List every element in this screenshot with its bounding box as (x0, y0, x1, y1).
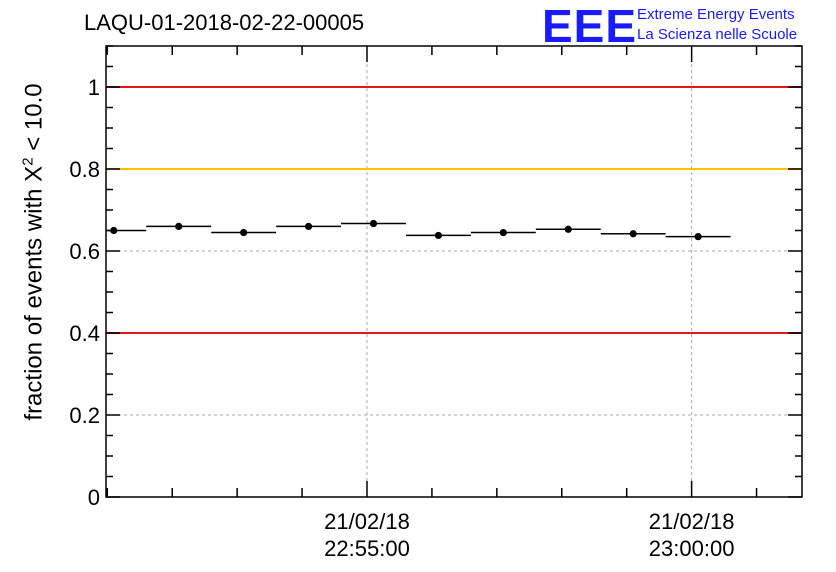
data-point (175, 222, 183, 230)
x-tick-label-time: 22:55:00 (324, 536, 410, 561)
y-tick-label: 0.6 (69, 239, 100, 264)
data-point (240, 228, 248, 237)
logo-mark: EEE (542, 0, 638, 52)
logo-line-2: La Scienza nelle Scuole (637, 26, 798, 43)
data-point (499, 228, 507, 237)
y-tick-label: 0.4 (69, 321, 100, 346)
data-point (434, 231, 443, 240)
plot-frame (105, 45, 803, 498)
data-point (304, 222, 313, 230)
x-tick-label-time: 23:00:00 (649, 536, 735, 561)
y-tick-label: 0.8 (69, 157, 100, 182)
data-point (694, 233, 702, 241)
logo-line-1: Extreme Energy Events (637, 6, 795, 23)
data-point (564, 225, 572, 233)
data-points (106, 219, 731, 241)
reference-lines (106, 86, 802, 334)
x-tick-label-date: 21/02/18 (324, 509, 410, 534)
y-tick-label: 0 (88, 485, 100, 510)
grid-layer (106, 46, 802, 497)
y-tick-label: 1 (88, 75, 100, 100)
y-tick-label: 0.2 (69, 403, 100, 428)
chart-title: LAQU-01-2018-02-22-00005 (84, 10, 365, 35)
data-point (369, 219, 378, 228)
x-tick-label-date: 21/02/18 (649, 509, 735, 534)
data-point (629, 230, 637, 238)
axes: 00.20.40.60.8121/02/1822:55:0021/02/1823… (69, 45, 803, 561)
data-point (110, 226, 118, 235)
eee-logo: EEE Extreme Energy Events La Scienza nel… (542, 0, 832, 52)
